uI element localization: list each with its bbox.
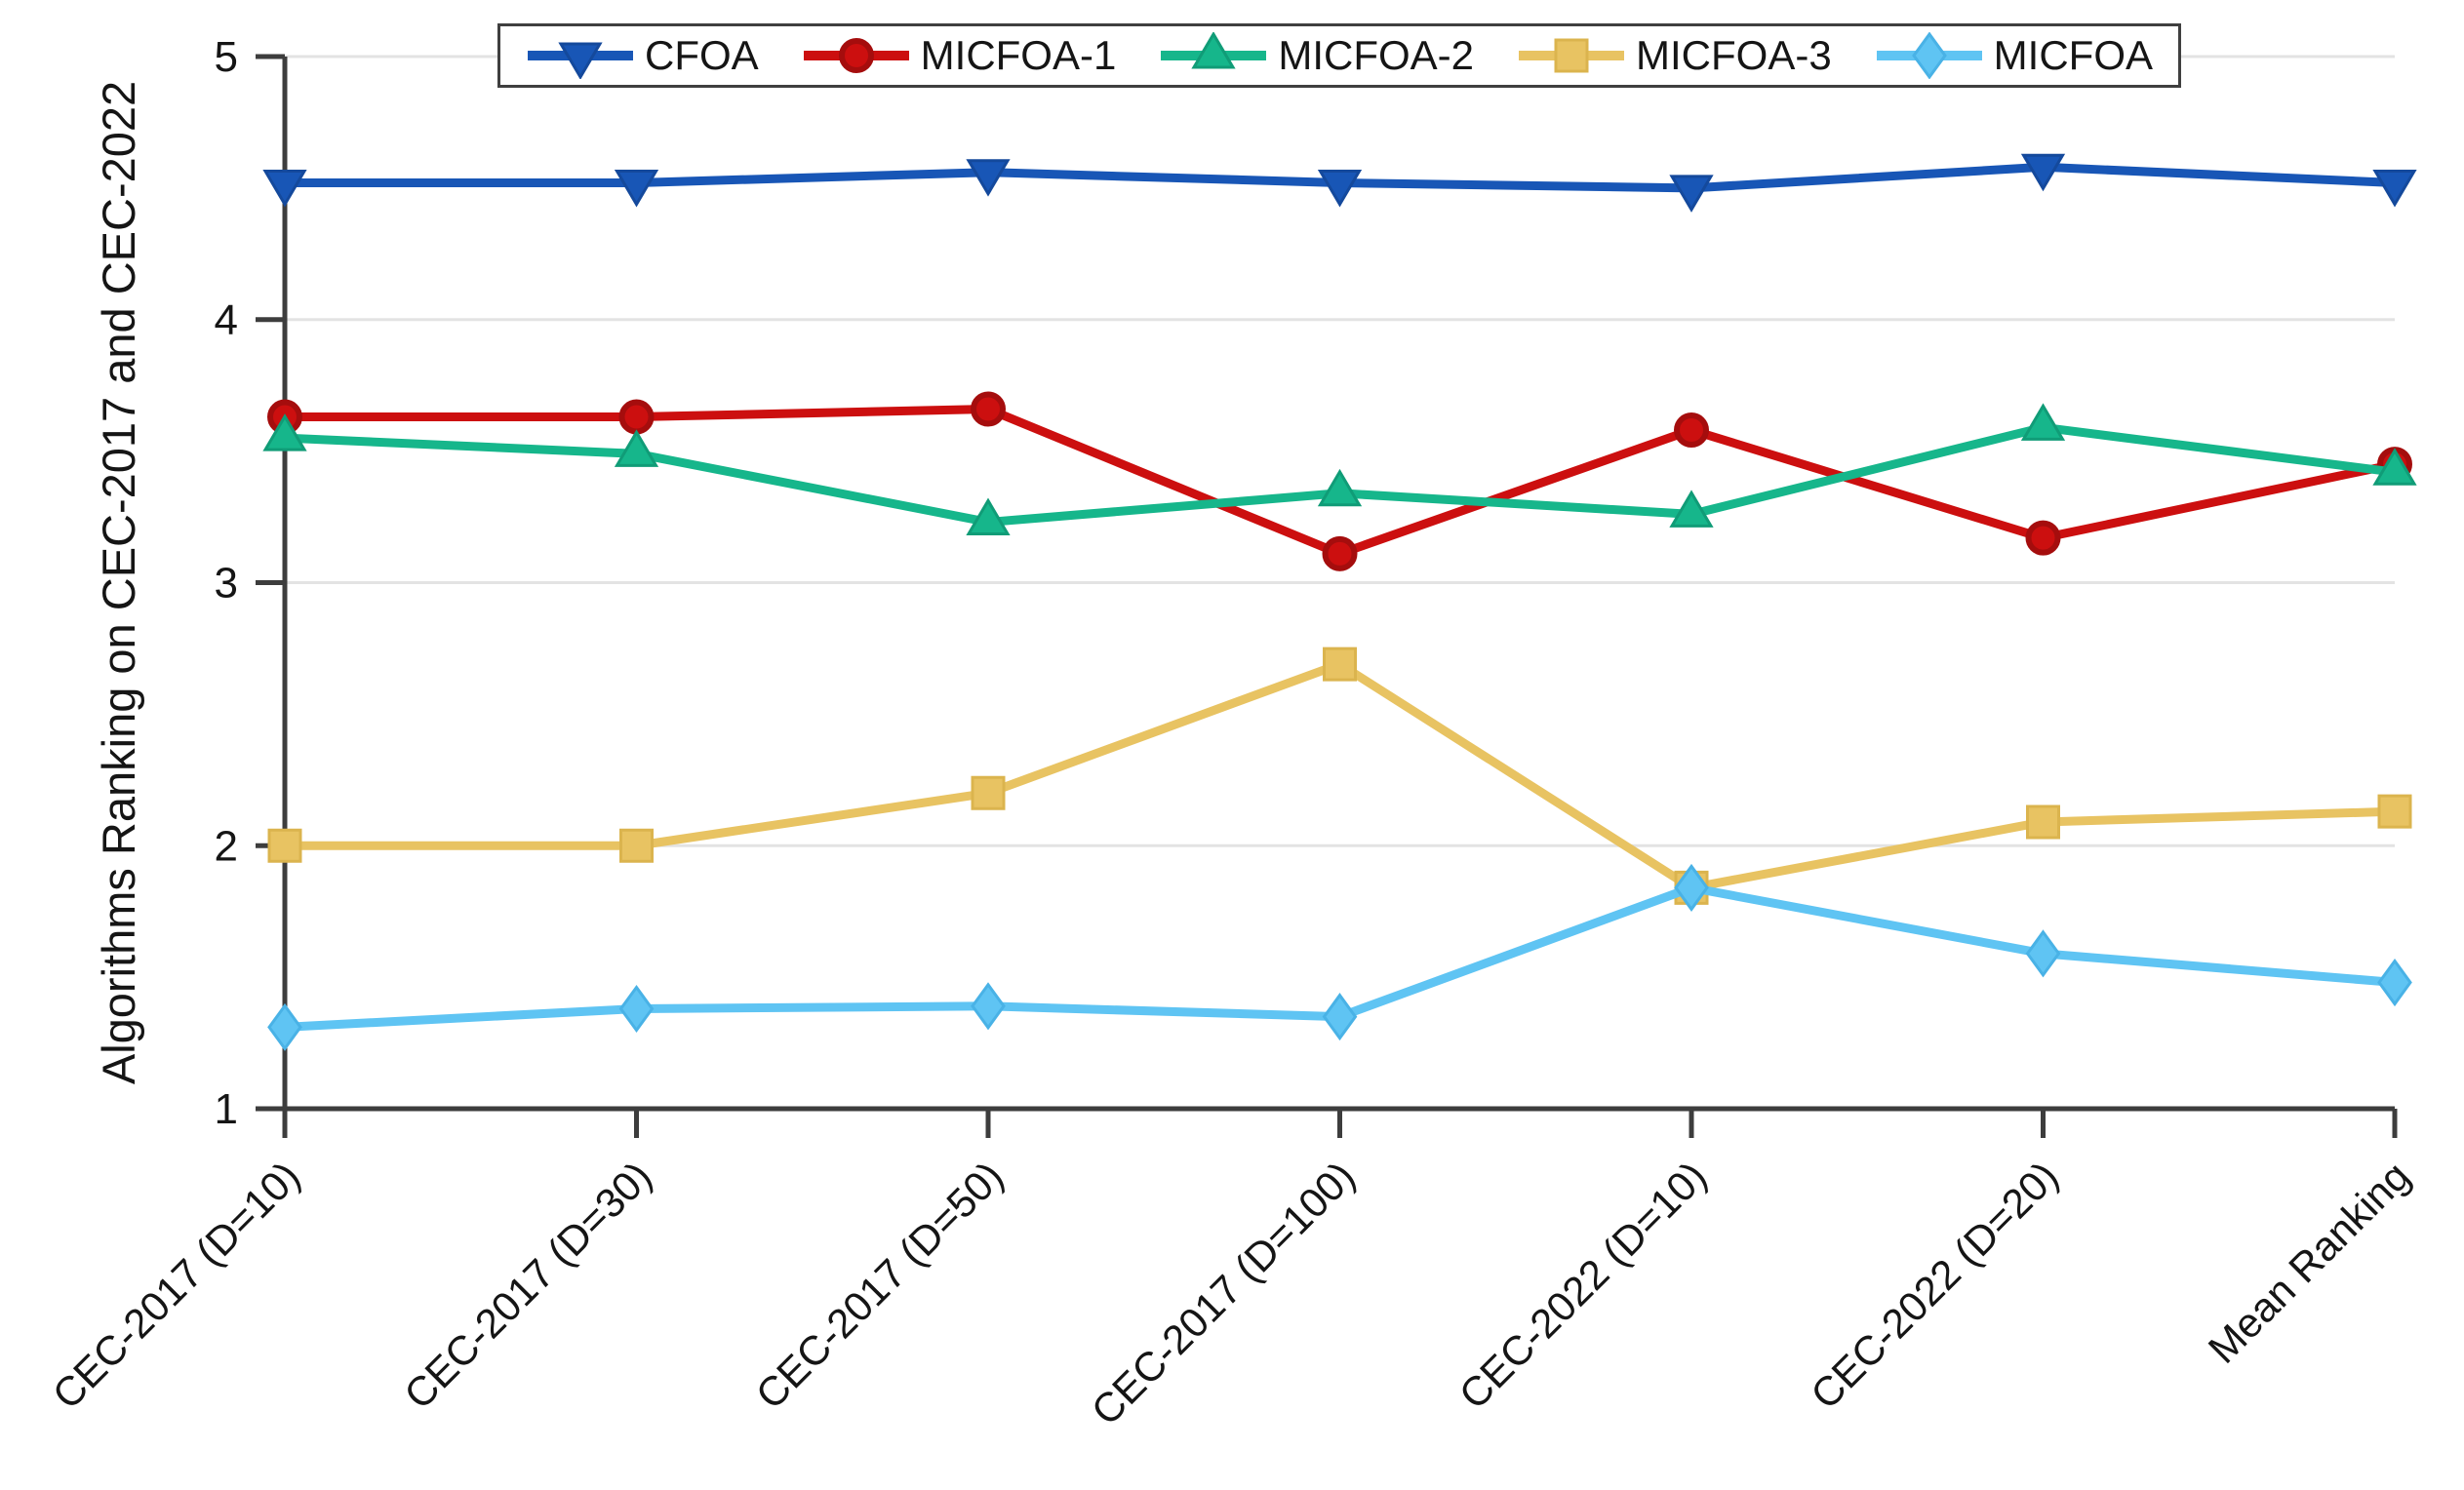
diamond-marker-icon [971, 982, 1006, 1031]
triangle-up-marker-icon [1317, 468, 1363, 507]
square-marker-icon [971, 775, 1006, 810]
y-tick-label: 5 [215, 33, 238, 81]
diamond-marker-icon [1674, 863, 1709, 912]
legend-item-micfoa-3: MICFOA-3 [1517, 32, 1832, 79]
triangle-down-marker-icon [2372, 169, 2417, 208]
square-marker-icon [1554, 38, 1589, 73]
legend-sample-micfoa-3 [1519, 38, 1625, 73]
legend-label: MICFOA [1993, 32, 2154, 78]
legend-item-micfoa-1: MICFOA-1 [802, 32, 1117, 79]
triangle-down-marker-icon [262, 169, 307, 208]
x-tick-label: CEC-2017 (D=100) [1083, 1153, 1364, 1433]
y-tick-label: 2 [215, 822, 238, 870]
x-tick-label: CEC-2022 (D=20) [1802, 1153, 2067, 1418]
x-tick-label: CEC-2017 (D=50) [747, 1153, 1013, 1418]
diamond-marker-icon [267, 1002, 302, 1051]
diamond-marker-icon [618, 984, 655, 1034]
legend-sample-micfoa-2 [1161, 32, 1267, 69]
diamond-marker-icon [2025, 929, 2061, 978]
legend-item-cfoa: CFOA [526, 32, 759, 79]
circle-marker-icon [971, 391, 1006, 427]
circle-marker-icon [1322, 535, 1358, 571]
triangle-down-marker-icon [966, 159, 1011, 197]
square-marker-icon [2026, 804, 2060, 840]
square-marker-icon [2377, 794, 2412, 829]
legend-item-micfoa: MICFOA [1875, 32, 2153, 79]
y-tick-label: 4 [215, 296, 238, 344]
diamond-marker-icon [1911, 32, 1947, 79]
triangle-up-marker-icon [1669, 490, 1714, 528]
triangle-down-marker-icon [2020, 153, 2066, 192]
triangle-up-marker-icon [614, 429, 659, 467]
triangle-down-marker-icon [1317, 169, 1363, 208]
triangle-down-marker-icon [1669, 175, 1714, 213]
triangle-up-marker-icon [966, 497, 1011, 535]
triangle-down-marker-icon [558, 42, 603, 79]
triangle-up-marker-icon [1191, 32, 1236, 69]
triangle-up-marker-icon [2372, 448, 2417, 486]
legend-label: MICFOA-2 [1278, 32, 1475, 78]
triangle-down-marker-icon [614, 169, 659, 208]
legend-label: MICFOA-3 [1636, 32, 1832, 78]
legend-sample-micfoa [1876, 32, 1982, 79]
series-line-micfoa-3 [280, 659, 2400, 892]
square-marker-icon [1323, 647, 1357, 682]
y-tick-label: 1 [215, 1085, 238, 1133]
x-tick-label: CEC-2022 (D=10) [1451, 1153, 1716, 1418]
square-marker-icon [267, 828, 302, 863]
square-marker-icon [619, 828, 654, 863]
diamond-marker-icon [1322, 993, 1358, 1041]
circle-marker-icon [1674, 412, 1709, 449]
circle-marker-icon [618, 399, 655, 435]
legend-label: CFOA [644, 32, 759, 78]
triangle-up-marker-icon [262, 413, 307, 451]
chart-legend: CFOA MICFOA-1 MICFOA-2 MICFOA-3 MICFOA [497, 23, 2182, 88]
x-tick-label: Mean Ranking [2200, 1153, 2419, 1372]
x-tick-label: CEC-2017 (D=10) [44, 1153, 309, 1418]
y-tick-label: 3 [215, 560, 238, 608]
circle-marker-icon [2025, 520, 2061, 556]
legend-label: MICFOA-1 [920, 32, 1117, 78]
y-axis-title: Algorithms Ranking on CEC-2017 and CEC-2… [93, 81, 144, 1084]
x-tick-label: CEC-2017 (D=30) [395, 1153, 660, 1418]
circle-marker-icon [838, 38, 874, 73]
diamond-marker-icon [2377, 958, 2412, 1007]
triangle-up-marker-icon [2020, 403, 2066, 441]
legend-item-micfoa-2: MICFOA-2 [1159, 32, 1474, 79]
legend-sample-micfoa-1 [803, 38, 909, 73]
legend-sample-cfoa [527, 42, 633, 79]
